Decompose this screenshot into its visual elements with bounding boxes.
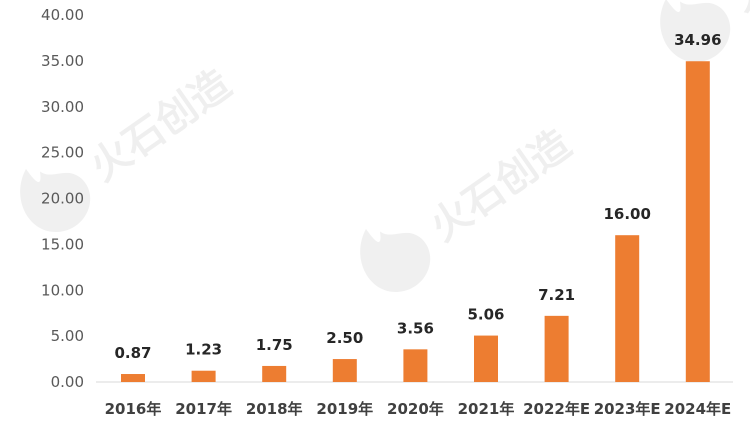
x-tick-label: 2019年: [316, 400, 373, 418]
y-tick-label: 30.00: [41, 98, 84, 116]
watermark-text: 火石创造: [422, 121, 579, 250]
x-tick-label: 2016年: [105, 400, 162, 418]
data-labels-group: 0.87 1.23 1.75 2.50 3.56 5.06 7.21 16.00 34.96: [114, 31, 721, 362]
x-tick-label: 2024年E: [664, 400, 731, 418]
bar: [474, 335, 498, 382]
watermark-flame-icon: [20, 168, 91, 232]
data-label: 1.75: [256, 336, 293, 354]
y-tick-label: 5.00: [51, 327, 84, 345]
data-label: 1.23: [185, 341, 222, 359]
bar: [403, 349, 428, 382]
bar: [544, 315, 569, 382]
x-tick-label: 2017年: [175, 400, 232, 418]
data-label: 16.00: [603, 205, 650, 223]
data-label: 0.87: [114, 344, 151, 362]
y-tick-label: 10.00: [41, 281, 84, 299]
bar: [262, 365, 287, 382]
data-label: 34.96: [674, 31, 721, 49]
y-tick-label: 0.00: [51, 373, 84, 391]
bar: [121, 374, 145, 382]
x-tick-label: 2021年: [458, 400, 515, 418]
y-tick-label: 40.00: [41, 6, 84, 24]
bar: [685, 61, 710, 382]
x-tick-label: 2022年E: [523, 400, 590, 418]
bar: [615, 235, 640, 382]
x-tick-label: 2023年E: [594, 400, 661, 418]
data-label: 5.06: [467, 306, 504, 324]
watermark-flame-icon: [360, 228, 431, 292]
data-label: 7.21: [538, 286, 575, 304]
data-label: 3.56: [397, 319, 434, 337]
y-tick-label: 15.00: [41, 235, 84, 253]
x-axis: 2016年 2017年 2018年 2019年 2020年 2021年 2022年E 2023…: [105, 400, 732, 418]
bars-group: [121, 61, 710, 382]
y-tick-label: 20.00: [41, 190, 84, 208]
y-tick-label: 35.00: [41, 52, 84, 70]
watermark-text: 火石创造: [82, 61, 239, 190]
bar: [191, 370, 216, 382]
data-label: 2.50: [326, 329, 363, 347]
x-tick-label: 2018年: [246, 400, 303, 418]
y-tick-label: 25.00: [41, 144, 84, 162]
y-axis: 0.00 5.00 10.00 15.00 20.00 25.00 30.00 35.00 40…: [41, 6, 84, 391]
bar: [332, 359, 357, 382]
watermark: 火石创造: [360, 121, 579, 292]
watermark-flame-icon: [660, 0, 731, 62]
x-tick-label: 2020年: [387, 400, 444, 418]
